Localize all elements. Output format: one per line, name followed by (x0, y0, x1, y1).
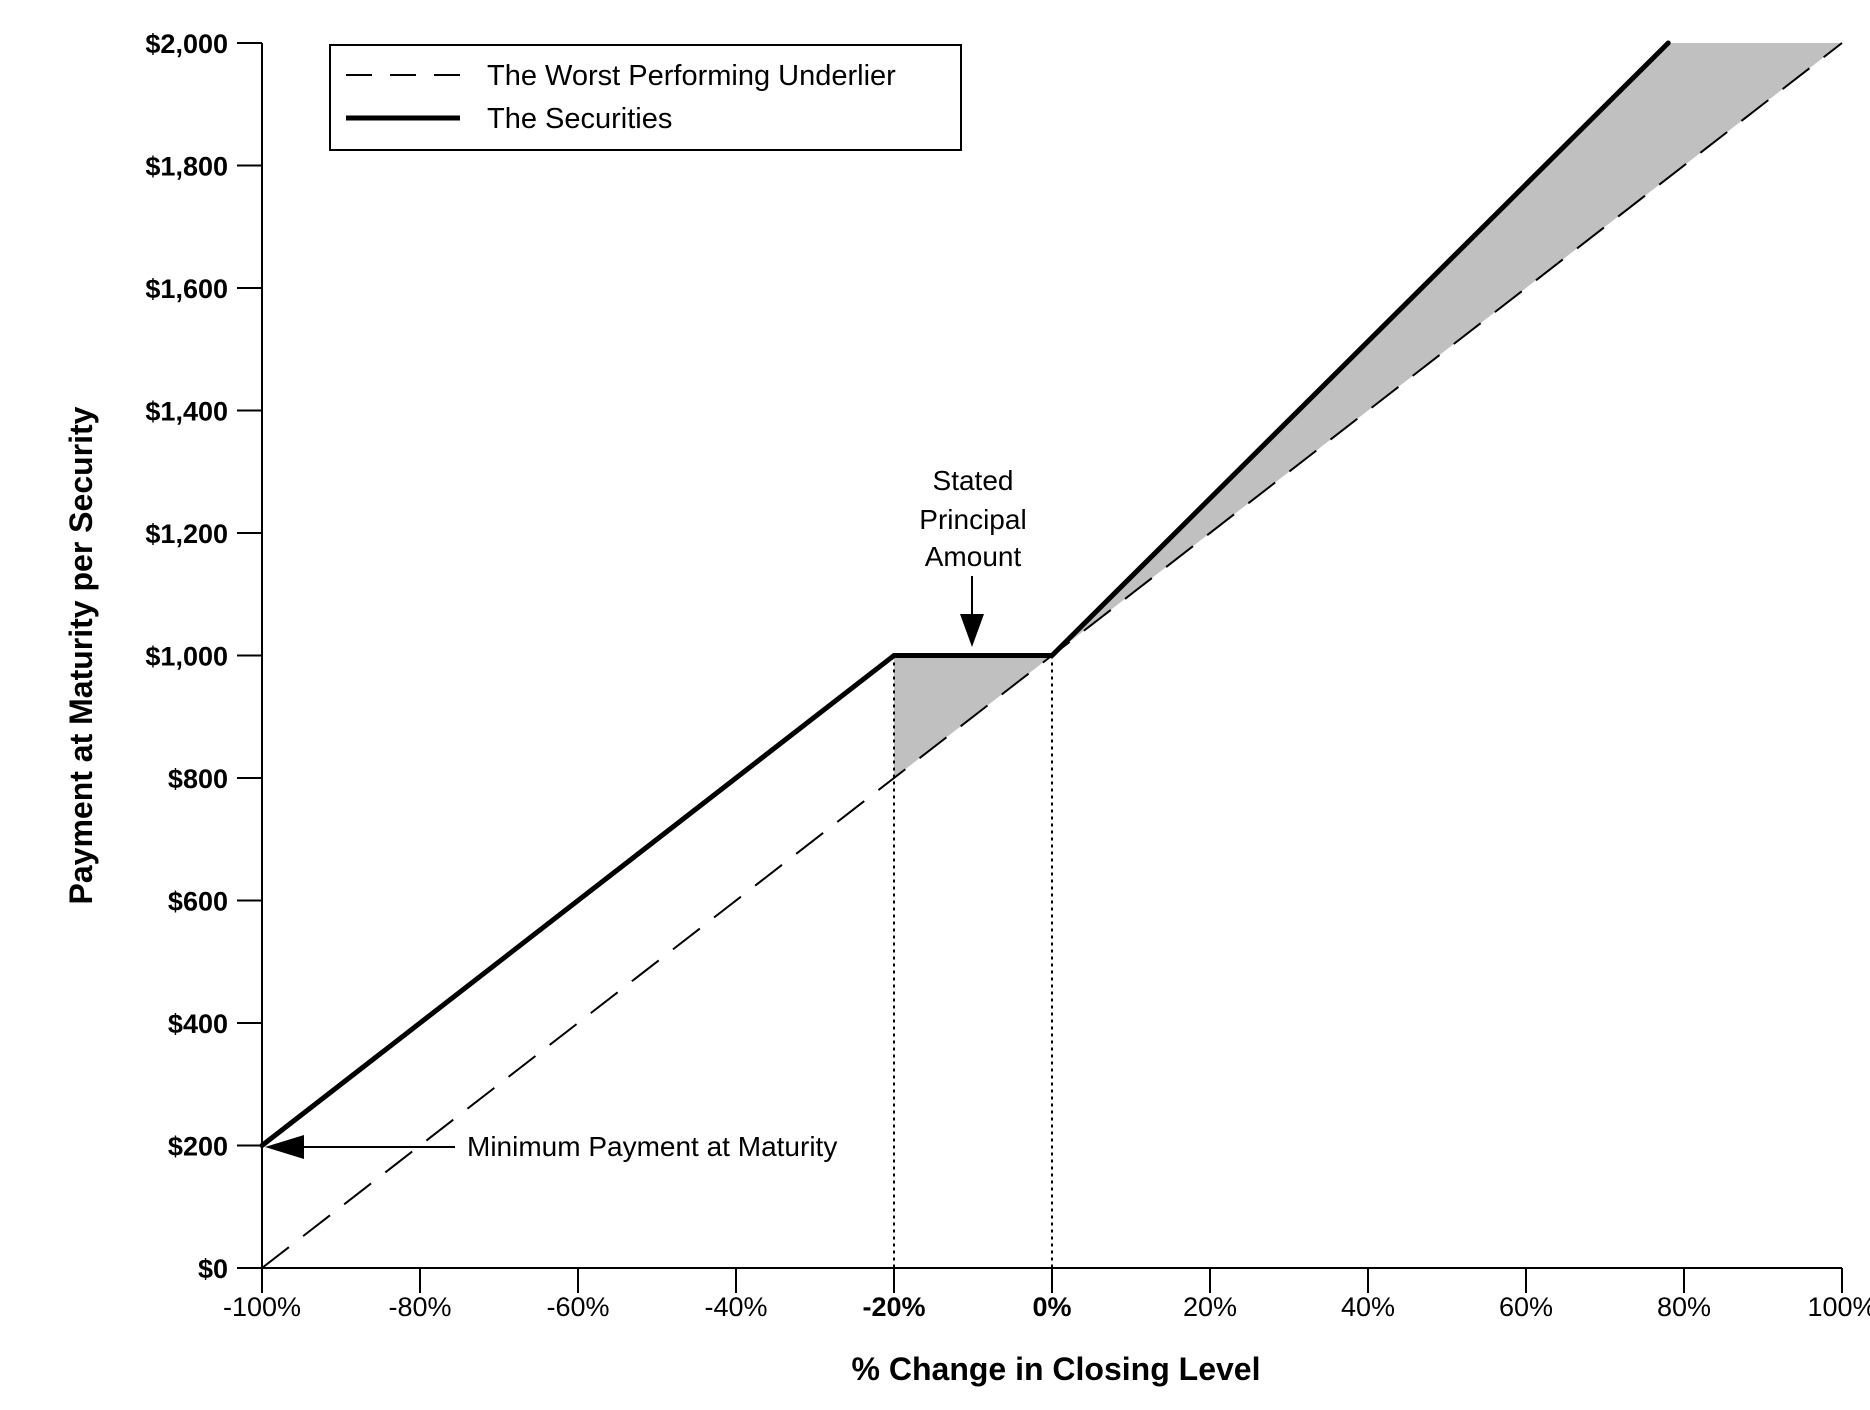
x-tick-label: -60% (546, 1292, 609, 1322)
x-tick-label: 60% (1499, 1292, 1553, 1322)
y-tick-label: $0 (198, 1254, 228, 1284)
y-tick-label: $800 (168, 764, 228, 794)
y-tick-label: $2,000 (145, 29, 228, 59)
annotation-arrowhead-minimum (265, 1135, 304, 1159)
x-tick-label: 80% (1657, 1292, 1711, 1322)
annotation-line-stated: Stated (933, 465, 1014, 496)
axes (237, 42, 1843, 1293)
annotation-line-amount: Amount (925, 541, 1022, 572)
annotation-text-minimum: Minimum Payment at Maturity (467, 1131, 837, 1162)
x-tick-label: 20% (1183, 1292, 1237, 1322)
y-tick-label: $400 (168, 1009, 228, 1039)
x-tick-label: 100% (1807, 1292, 1870, 1322)
x-tick-label: 0% (1032, 1292, 1071, 1322)
annotation-line-principal: Principal (919, 504, 1026, 535)
legend-label-securities: The Securities (487, 103, 672, 135)
annotation-minimum-payment: Minimum Payment at Maturity (265, 1131, 837, 1162)
y-tick-label: $1,400 (145, 397, 228, 427)
x-tick-label: 40% (1341, 1292, 1395, 1322)
tick-labels: $0 $200 $400 $600 $800 $1,000 $1,200 $1,400 $1,6… (145, 29, 1870, 1322)
series-lines (259, 40, 1843, 1269)
x-tick-label: -40% (704, 1292, 767, 1322)
x-axis-title: % Change in Closing Level (852, 1351, 1261, 1387)
y-tick-label: $1,000 (145, 642, 228, 672)
y-tick-label: $1,800 (145, 152, 228, 182)
shaded-regions (894, 43, 1842, 778)
y-tick-label: $200 (168, 1132, 228, 1162)
x-tick-label: -80% (388, 1292, 451, 1322)
y-axis-title: Payment at Maturity per Security (63, 406, 99, 904)
legend-box (329, 44, 962, 151)
y-tick-label: $600 (168, 887, 228, 917)
legend: The Worst Performing Underlier The Secur… (329, 44, 962, 151)
y-tick-label: $1,200 (145, 519, 228, 549)
legend-label-underlier: The Worst Performing Underlier (487, 60, 896, 92)
annotation-arrowhead-principal (960, 614, 984, 647)
x-tick-label: -100% (223, 1292, 301, 1322)
y-tick-label: $1,600 (145, 274, 228, 304)
x-tick-label: -20% (862, 1292, 925, 1322)
annotation-stated-principal: Stated Principal Amount (919, 465, 1027, 647)
series-line-1 (259, 40, 1671, 1148)
